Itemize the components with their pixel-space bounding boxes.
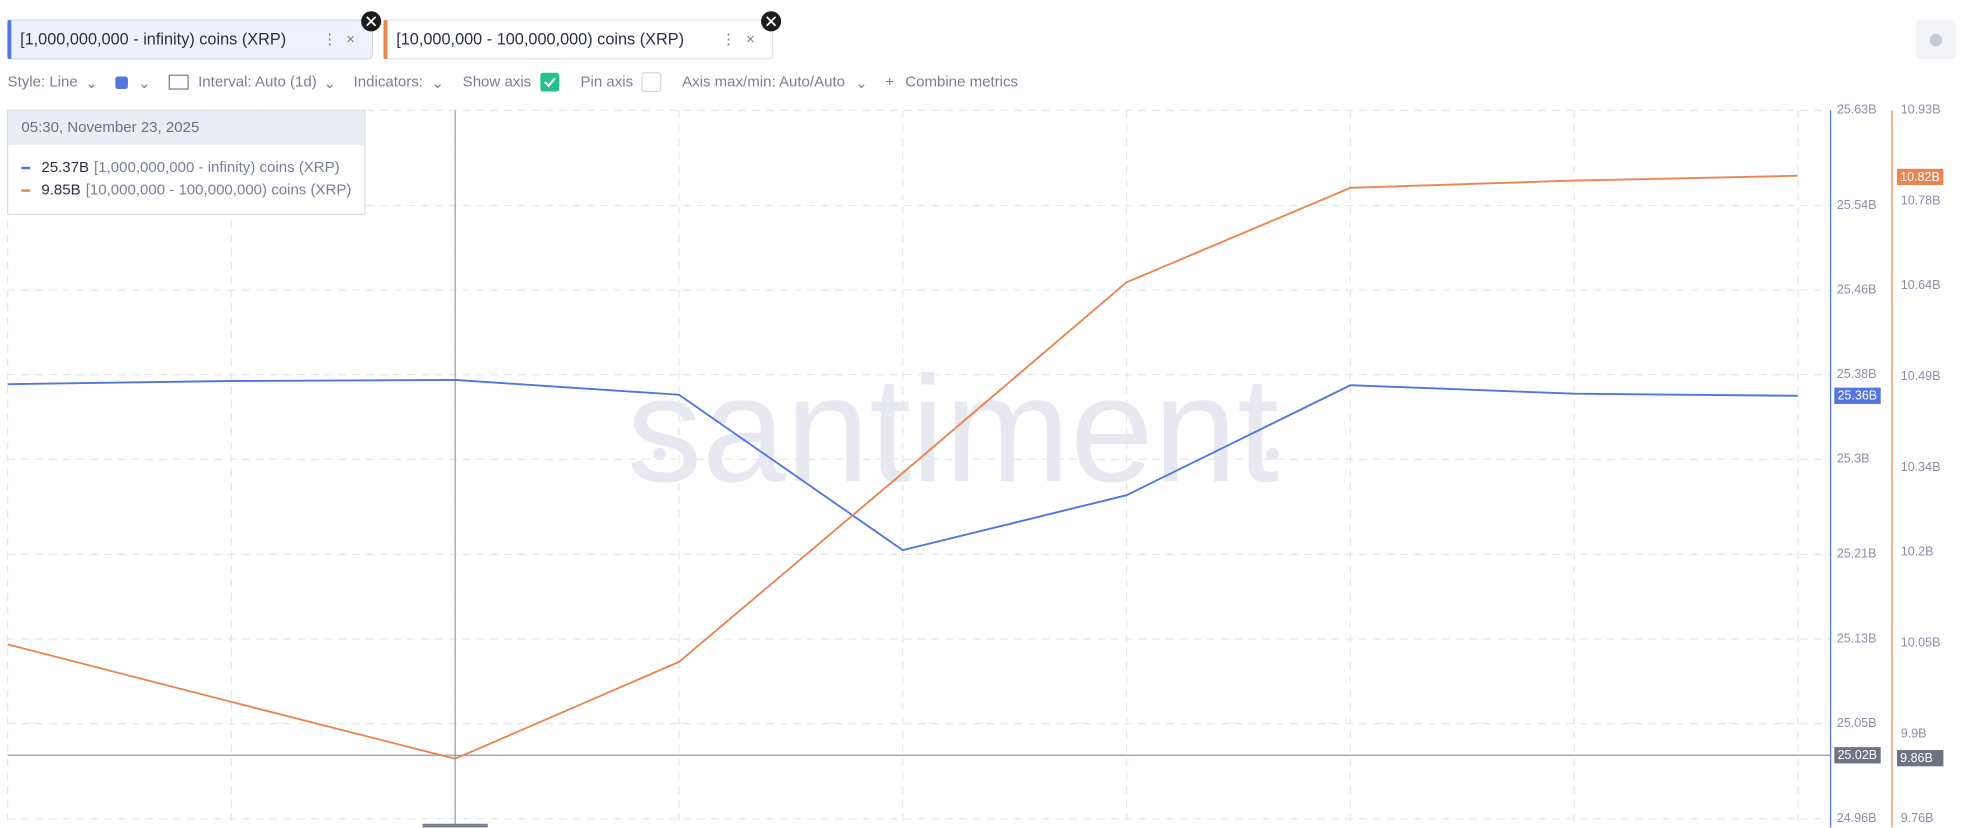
check-icon (544, 77, 556, 88)
style-select[interactable]: Style: Line (8, 74, 78, 91)
tooltip-entry: 9.85B [10,000,000 - 100,000,000) coins (X… (41, 182, 351, 199)
axis-range-select[interactable]: Axis max/min: Auto/Auto (682, 74, 845, 91)
tab-menu[interactable]: ⋮ (322, 31, 337, 48)
y2-tick-label: 10.64B (1901, 278, 1941, 292)
indicators-select[interactable]: Indicators: (354, 74, 423, 91)
tooltip-value: 9.85B (41, 182, 80, 199)
chevron: ⌄ (324, 75, 337, 92)
series-line (7, 174, 1798, 760)
chevron: ⌄ (138, 75, 151, 92)
crosshair-marker (422, 823, 488, 828)
tab-accent (7, 20, 12, 59)
legend-entry: [10,000,000 - 100,000,000) coins (XRP) (86, 182, 352, 199)
y2-tick-label: 9.9B (1901, 726, 1927, 740)
crosshair-y2-label: 9.86B (1900, 751, 1933, 765)
combine-icon: + (885, 74, 894, 91)
last-value-label: 10.82B (1900, 170, 1940, 184)
last-value-label-bg (1834, 387, 1881, 404)
color-select[interactable] (115, 76, 128, 90)
combine-metrics[interactable]: Combine metrics (905, 74, 1018, 91)
y2-tick-label: 10.93B (1901, 103, 1941, 117)
legend-entry: [1,000,000,000 - infinity) coins (XRP) (94, 159, 340, 176)
y-tick-label: 24.96B (1837, 811, 1877, 825)
y-tick-label: 25.63B (1837, 103, 1877, 117)
y-tick-label: 25.13B (1837, 631, 1877, 645)
chevron: ⌄ (431, 75, 444, 92)
tab-close[interactable]: × (746, 31, 755, 48)
tab-accent (383, 20, 388, 59)
tooltip-header (8, 110, 365, 145)
crosshair-y-label-bg (1834, 747, 1881, 764)
y2-tick-label: 10.2B (1901, 545, 1934, 559)
tab-close[interactable]: × (346, 31, 355, 48)
y2-tick-label: 10.49B (1901, 369, 1941, 383)
crosshair-y-label: 25.02B (1837, 748, 1877, 762)
tab-label[interactable]: [1,000,000,000 - infinity) coins (XRP) (20, 30, 286, 48)
watermark-dot (653, 447, 666, 461)
y-tick-label: 25.54B (1837, 198, 1877, 212)
y-tick-label: 25.05B (1837, 716, 1877, 730)
series-line (7, 379, 1798, 552)
remove-icon (366, 16, 377, 27)
show-axis-label: Show axis (463, 74, 532, 91)
interval-icon (168, 74, 189, 90)
crosshair-y2-label-bg (1897, 750, 1944, 767)
pin-axis-checkbox[interactable] (641, 72, 662, 93)
y-tick-label: 25.3B (1837, 452, 1870, 466)
last-value-label-bg (1897, 168, 1944, 186)
chevron: ⌄ (855, 75, 868, 92)
interval-select[interactable]: Interval: Auto (1d) (198, 74, 317, 91)
y2-tick-label: 9.76B (1901, 811, 1934, 825)
last-value-label: 25.36B (1837, 389, 1877, 403)
remove-icon (766, 16, 777, 27)
pin-axis-label: Pin axis (581, 74, 634, 91)
settings-icon (1929, 33, 1943, 47)
y-tick-label: 25.46B (1837, 282, 1877, 296)
y2-tick-label: 10.05B (1901, 635, 1941, 649)
tab-label[interactable]: [10,000,000 - 100,000,000) coins (XRP) (396, 30, 684, 48)
tooltip-entry: 25.37B [1,000,000,000 - infinity) coins (… (41, 159, 339, 176)
tooltip-time: 05:30, November 23, 2025 (21, 119, 199, 136)
tab-menu[interactable]: ⋮ (721, 31, 736, 48)
show-axis-checkbox[interactable] (540, 72, 560, 92)
y-tick-label: 25.38B (1837, 367, 1877, 381)
y2-tick-label: 10.34B (1901, 460, 1941, 474)
y-tick-label: 25.21B (1837, 547, 1877, 561)
watermark-dot (1266, 447, 1279, 461)
tooltip-value: 25.37B (41, 159, 89, 176)
y2-tick-label: 10.78B (1901, 193, 1941, 207)
chevron: ⌄ (85, 75, 98, 92)
